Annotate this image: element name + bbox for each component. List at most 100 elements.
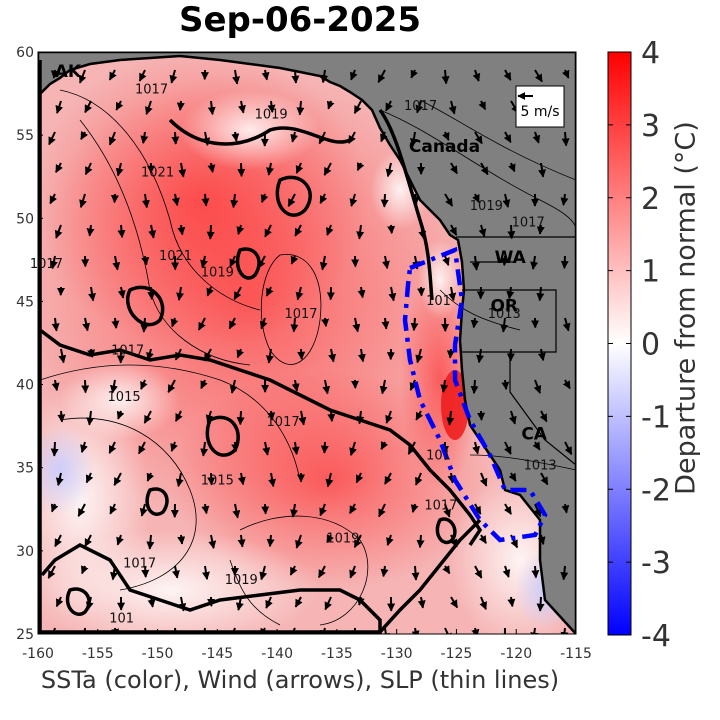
wind-arrow — [264, 224, 272, 238]
wind-arrow — [532, 441, 541, 451]
wind-arrow — [108, 69, 117, 81]
x-tick-label: -150 — [142, 646, 174, 662]
wind-arrow — [202, 565, 210, 580]
wind-arrow — [295, 534, 303, 549]
wind-arrow — [476, 348, 485, 364]
wind-arrow — [115, 100, 124, 111]
wind-arrow — [470, 317, 479, 329]
wind-arrow — [349, 441, 357, 456]
wind-arrow — [229, 627, 237, 634]
wind-arrow — [229, 379, 238, 394]
wind-arrow — [85, 472, 94, 484]
x-tick-label: -140 — [261, 646, 293, 662]
slp-contour-label: 1017 — [424, 498, 457, 513]
wind-arrow — [231, 441, 240, 453]
wind-arrow — [353, 534, 362, 549]
slp-contour-label: 1021 — [141, 166, 174, 181]
wind-arrow — [116, 410, 125, 420]
wind-arrow — [564, 441, 573, 456]
wind-arrow — [444, 627, 452, 634]
wind-arrow — [169, 69, 178, 84]
wind-arrow — [319, 503, 327, 517]
wind-arrow — [109, 503, 117, 515]
wind-arrow — [108, 441, 117, 454]
slp-contour-label: 1019 — [326, 532, 359, 547]
x-axis-ticks: -160 -155 -150 -145 -140 -135 -130 -125 -120 -115 — [22, 629, 592, 662]
wind-arrow — [478, 534, 487, 544]
wind-arrow — [237, 162, 246, 178]
wind-arrow — [266, 162, 274, 176]
wind-arrow — [415, 410, 424, 421]
wind-arrow — [411, 627, 420, 634]
wind-arrow — [534, 69, 543, 83]
wind-arrow — [265, 348, 274, 364]
wind-arrow — [385, 410, 393, 424]
colorbar-label: Departure from normal (°C) — [670, 121, 702, 495]
colorbar-tick-label: 3 — [641, 109, 660, 144]
wind-arrow — [387, 224, 396, 235]
wind-arrow — [414, 472, 423, 486]
wind-arrow — [411, 565, 420, 581]
x-tick-label: -130 — [381, 646, 413, 662]
wind-arrow — [474, 131, 483, 145]
region-labels: AK Canada WA OR CA — [55, 62, 548, 445]
wind-arrow — [261, 503, 270, 515]
wind-arrow — [291, 441, 300, 455]
wind-arrow — [501, 379, 510, 391]
wind-arrow — [257, 255, 266, 269]
wind-arrow — [140, 131, 149, 144]
slp-contour-label: 1017 — [512, 216, 545, 231]
wind-arrow — [113, 472, 122, 486]
wind-arrow — [357, 286, 366, 299]
wind-arrow — [298, 410, 307, 426]
colorbar-tick-label: 0 — [641, 328, 660, 363]
x-tick-label: -155 — [82, 646, 114, 662]
wind-arrow — [380, 131, 388, 143]
wind-arrow — [147, 596, 156, 608]
wind-arrow — [174, 410, 183, 422]
wind-arrow — [450, 596, 459, 609]
wind-arrow — [232, 503, 241, 519]
wind-arrow — [137, 441, 146, 455]
wind-arrow — [289, 565, 298, 576]
wind-arrow — [84, 162, 93, 176]
wind-arrow — [268, 472, 277, 488]
wind-arrow — [326, 534, 334, 544]
wind-arrow — [291, 379, 300, 392]
wind-arrow — [296, 100, 305, 116]
wind-arrow — [502, 193, 511, 208]
wind-arrow — [290, 317, 299, 333]
wind-arrow — [442, 131, 450, 141]
wind-arrow — [290, 503, 299, 518]
wind-arrow — [350, 627, 359, 634]
y-tick-label: 35 — [16, 461, 34, 477]
wind-arrow — [55, 100, 64, 114]
wind-arrow — [356, 224, 365, 240]
wind-arrow — [539, 410, 548, 423]
wind-arrow — [80, 565, 89, 575]
wind-arrow — [87, 348, 96, 358]
colorbar-tick-label: -2 — [641, 473, 671, 508]
wind-arrow — [416, 534, 425, 549]
wind-arrow — [47, 565, 56, 579]
plot-area — [38, 52, 576, 634]
colorbar-tick-label: 4 — [641, 36, 660, 71]
wind-arrow — [50, 69, 59, 79]
wind-arrow — [357, 348, 366, 363]
wind-arrow — [319, 193, 328, 204]
y-tick-label: 55 — [16, 128, 34, 144]
wind-arrow — [50, 255, 58, 270]
wind-arrow — [325, 224, 334, 236]
wind-arrow — [108, 131, 117, 146]
wind-arrow — [409, 379, 418, 391]
wind-arrow — [380, 565, 389, 578]
wind-arrow — [562, 317, 571, 332]
wind-arrow — [82, 317, 91, 332]
wind-arrow — [232, 69, 241, 85]
wind-arrow — [291, 69, 300, 84]
wind-arrow — [141, 193, 150, 209]
colorbar-tick-label: -1 — [641, 400, 671, 435]
slp-contour-label: 1017 — [284, 307, 317, 322]
slp-contour-label: 1017 — [404, 99, 437, 114]
wind-arrow — [206, 224, 215, 240]
